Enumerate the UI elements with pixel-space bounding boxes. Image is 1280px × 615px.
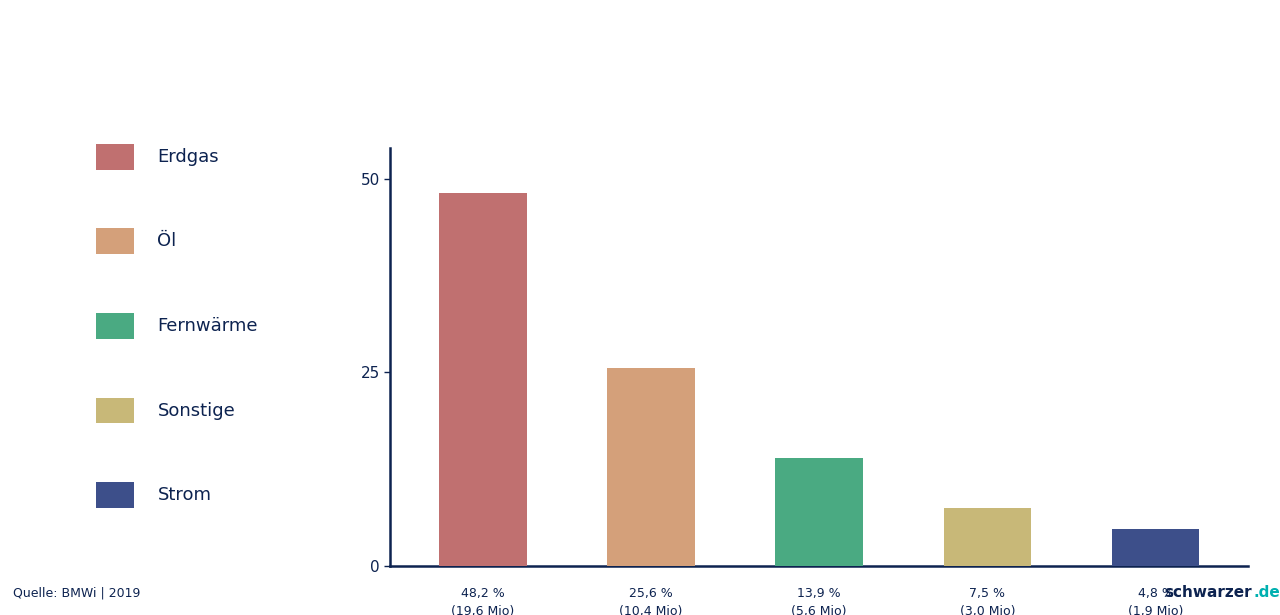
Text: Fast jede zweite deutsche Wohnung wird mit Erdgas beheizt: Fast jede zweite deutsche Wohnung wird m… [376,65,904,84]
Text: Quelle: BMWi | 2019: Quelle: BMWi | 2019 [13,587,141,600]
Bar [776,458,863,566]
Text: Erdgas: Erdgas [157,148,219,166]
Bar [943,508,1032,566]
Bar [607,368,695,566]
Text: Öl: Öl [157,232,177,250]
Bar [1112,529,1199,566]
Text: schwarzer: schwarzer [1165,585,1252,600]
Text: 25,6 %
(10,4 Mio): 25,6 % (10,4 Mio) [620,587,682,615]
Text: ENERGIETRÄGER GESAMT: 40,6 MIO.: ENERGIETRÄGER GESAMT: 40,6 MIO. [410,109,750,128]
Text: .de: .de [1253,585,1280,600]
Text: 13,9 %
(5,6 Mio): 13,9 % (5,6 Mio) [791,587,847,615]
Text: ENERGIETRÄGER: ENERGIETRÄGER [88,114,230,129]
Text: 48,2 %
(19,6 Mio): 48,2 % (19,6 Mio) [452,587,515,615]
Text: Sonstige: Sonstige [157,402,236,419]
Text: Fernwärme: Fernwärme [157,317,259,335]
Text: 4,8 %
(1,9 Mio): 4,8 % (1,9 Mio) [1128,587,1183,615]
Bar [439,192,526,566]
Text: Strom: Strom [157,486,211,504]
Text: 7,5 %
(3,0 Mio): 7,5 % (3,0 Mio) [960,587,1015,615]
Text: Erdgas ist bundesweit Energieträger Nr. 1 für ein warmes Zuhause: Erdgas ist bundesweit Energieträger Nr. … [91,22,1189,50]
